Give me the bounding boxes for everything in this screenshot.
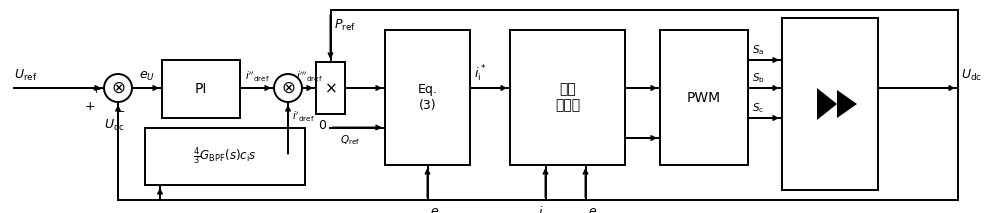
Text: $\frac{4}{3}G_{\mathrm{BPF}}(s)c_{\mathrm{i}}s$: $\frac{4}{3}G_{\mathrm{BPF}}(s)c_{\mathr…: [193, 146, 257, 167]
Text: $\times$: $\times$: [324, 81, 337, 95]
Polygon shape: [837, 90, 857, 118]
Text: $\otimes$: $\otimes$: [281, 79, 295, 97]
Text: $S_{\mathrm{c}}$: $S_{\mathrm{c}}$: [752, 101, 764, 115]
Circle shape: [274, 74, 302, 102]
Circle shape: [104, 74, 132, 102]
Text: $e$: $e$: [588, 205, 597, 213]
Text: $i'_{\mathrm{dref}}$: $i'_{\mathrm{dref}}$: [292, 110, 315, 124]
Bar: [660, 30, 748, 165]
Text: PWM: PWM: [687, 91, 721, 105]
Text: $U_{\mathrm{ref}}$: $U_{\mathrm{ref}}$: [14, 68, 37, 83]
Text: $U_{\mathrm{dc}}$: $U_{\mathrm{dc}}$: [104, 118, 124, 133]
Text: 电流
控制器: 电流 控制器: [555, 82, 580, 113]
Bar: [385, 30, 470, 165]
Text: $i''_{\mathrm{dref}}$: $i''_{\mathrm{dref}}$: [245, 70, 269, 84]
Bar: [316, 62, 345, 114]
Text: $i'''_{\mathrm{dref}}$: $i'''_{\mathrm{dref}}$: [296, 70, 322, 84]
Text: $i^*_{\mathrm{i}}$: $i^*_{\mathrm{i}}$: [474, 64, 486, 84]
Bar: [145, 128, 305, 185]
Text: Eq.
(3): Eq. (3): [418, 83, 437, 111]
Text: $e$: $e$: [430, 205, 439, 213]
Text: $e_U$: $e_U$: [139, 70, 155, 83]
Text: $P_{\mathrm{ref}}$: $P_{\mathrm{ref}}$: [334, 18, 355, 33]
Bar: [782, 18, 878, 190]
Bar: [162, 60, 240, 118]
Text: $Q_{\mathrm{ref}}$: $Q_{\mathrm{ref}}$: [340, 134, 360, 147]
Text: +: +: [85, 100, 95, 113]
Text: +: +: [92, 85, 101, 95]
Text: $i$: $i$: [538, 205, 544, 213]
Text: $\otimes$: $\otimes$: [111, 79, 125, 97]
Bar: [510, 30, 625, 165]
Text: PI: PI: [195, 82, 207, 96]
Polygon shape: [817, 88, 837, 120]
Text: $S_{\mathrm{a}}$: $S_{\mathrm{a}}$: [752, 43, 764, 57]
Text: $0$: $0$: [318, 119, 327, 132]
Text: $-$: $-$: [115, 105, 125, 115]
Text: $S_{\mathrm{b}}$: $S_{\mathrm{b}}$: [752, 71, 765, 85]
Text: $U_{\mathrm{dc}}$: $U_{\mathrm{dc}}$: [961, 68, 982, 83]
